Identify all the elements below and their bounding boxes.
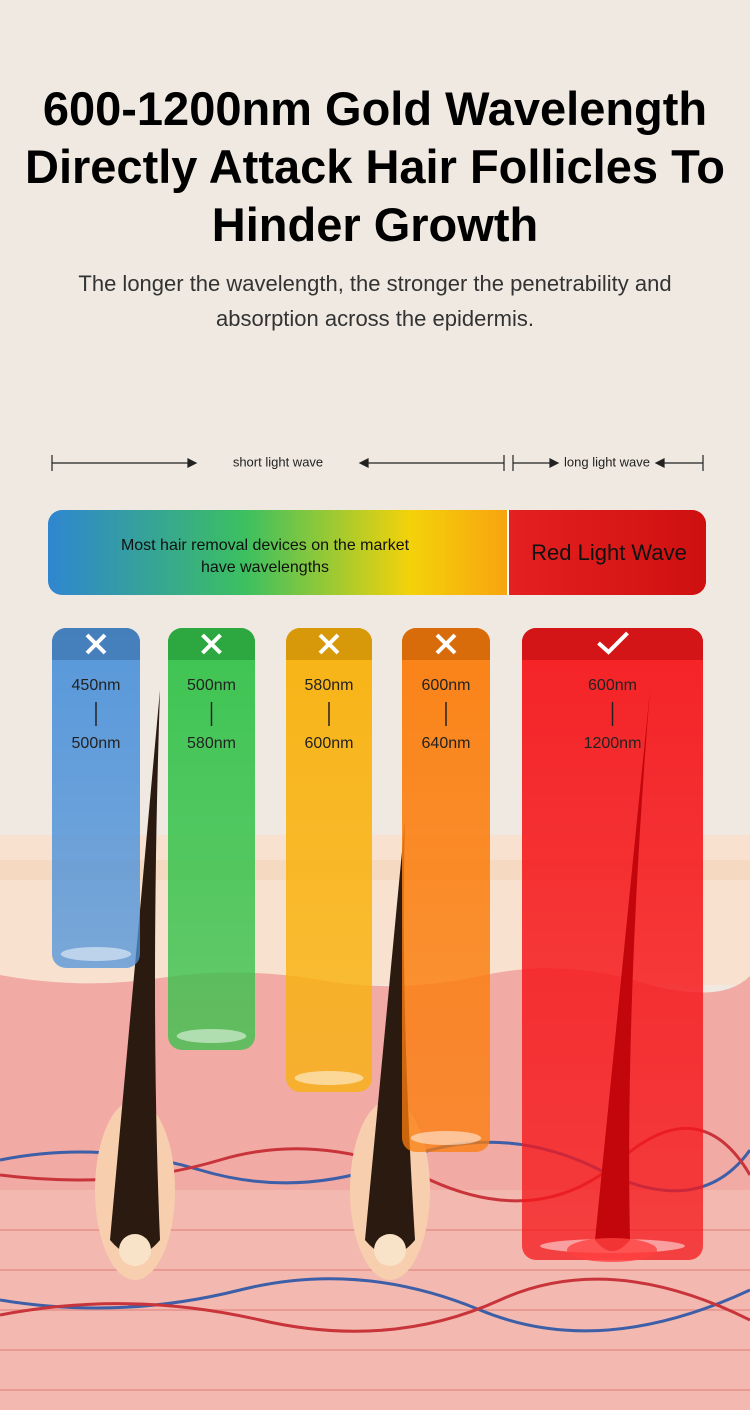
range-from: 600nm <box>588 677 637 694</box>
range-to: 580nm <box>187 735 236 752</box>
red-hair <box>595 690 650 1251</box>
range-to: 500nm <box>72 735 121 752</box>
scale-label: long light wave <box>564 454 650 469</box>
range-to: 1200nm <box>584 735 642 752</box>
wave-column <box>286 628 372 1092</box>
title-line: Hinder Growth <box>211 198 539 251</box>
range-to: 640nm <box>422 735 471 752</box>
glow <box>294 1071 364 1085</box>
glow <box>410 1131 482 1145</box>
range-from: 450nm <box>72 677 121 694</box>
title-line: 600-1200nm Gold Wavelength <box>42 82 708 135</box>
wave-column <box>522 628 703 1260</box>
red-label: Red Light Wave <box>531 540 687 565</box>
cross-icon <box>201 633 222 655</box>
glow <box>176 1029 247 1043</box>
glow <box>60 947 132 961</box>
range-from: 500nm <box>187 677 236 694</box>
subtitle: The longer the wavelength, the stronger … <box>78 271 672 331</box>
wave-column <box>168 628 255 1050</box>
scale-arrows <box>51 455 704 471</box>
range-from: 580nm <box>305 677 354 694</box>
title-line: Directly Attack Hair Follicles To <box>25 140 725 193</box>
cross-icon <box>318 633 340 655</box>
column-cap <box>522 628 703 660</box>
cross-icon <box>435 633 457 655</box>
wave-column <box>402 628 490 1152</box>
hot-spot <box>567 1238 657 1262</box>
range-from: 600nm <box>422 677 471 694</box>
cross-icon <box>85 633 107 655</box>
market-label: Most hair removal devices on the market h… <box>121 537 410 576</box>
scale-label: short light wave <box>233 454 323 469</box>
wave-column <box>52 628 140 968</box>
check-icon <box>597 631 629 655</box>
red-segment <box>508 510 706 595</box>
range-to: 600nm <box>305 735 354 752</box>
